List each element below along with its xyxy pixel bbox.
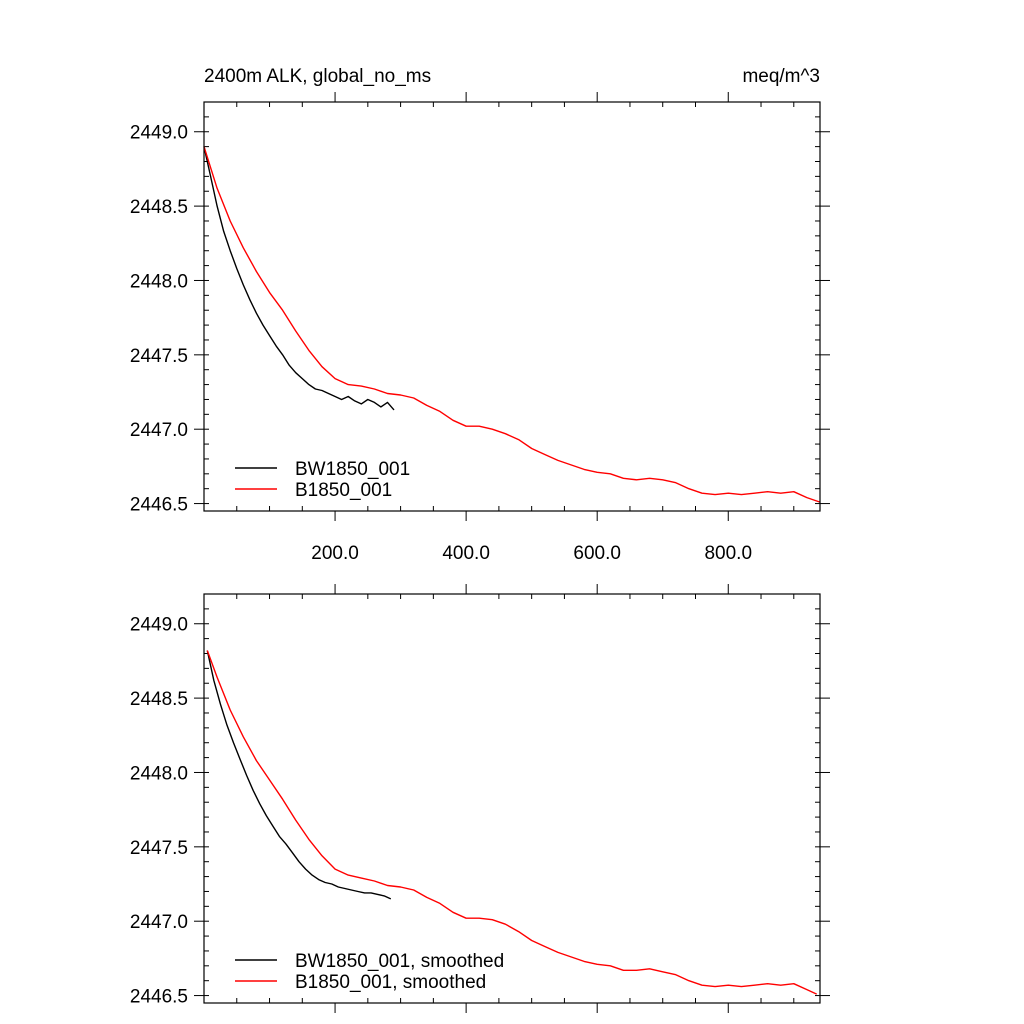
panel-title: 2400m ALK, global_no_ms	[204, 66, 431, 87]
legend-label: B1850_001, smoothed	[295, 972, 486, 993]
top-panel: 2400m ALK, global_no_ms meq/m^3 200.0 400…	[130, 66, 830, 564]
legend-label: BW1850_001, smoothed	[295, 951, 504, 972]
x-tick-label: 600.0	[573, 543, 621, 564]
y-tick-label: 2448.0	[130, 271, 188, 292]
legend-label: BW1850_001	[295, 459, 410, 480]
y-tick-label: 2447.0	[130, 420, 188, 441]
units-label: meq/m^3	[742, 66, 820, 87]
series-line-bw1850-001	[203, 146, 395, 411]
y-tick-label: 2446.5	[130, 987, 188, 1008]
series-line-b1850-001	[203, 146, 821, 503]
x-tick-label: 200.0	[311, 543, 359, 564]
plot-frame-smoothed	[203, 593, 821, 1004]
y-tick-label: 2446.5	[130, 495, 188, 516]
y-tick-label: 2448.5	[130, 689, 188, 710]
y-tick-label: 2447.5	[130, 346, 188, 367]
y-tick-label: 2448.5	[130, 197, 188, 218]
x-tick-label: 400.0	[442, 543, 490, 564]
y-tick-label: 2449.0	[130, 615, 188, 636]
series-line-bw1850-001-smoothed	[206, 650, 392, 900]
y-tick-label: 2447.0	[130, 912, 188, 933]
legend-label: B1850_001	[295, 480, 392, 501]
y-tick-label: 2448.0	[130, 763, 188, 784]
plot-frame	[203, 101, 821, 512]
x-tick-label: 800.0	[704, 543, 752, 564]
series-line-b1850-001-smoothed	[206, 650, 817, 995]
y-tick-label: 2447.5	[130, 838, 188, 859]
bottom-panel: 2446.5 2447.0 2447.5 2448.0 2448.5 2449.0 BW1…	[130, 584, 830, 1013]
y-tick-label: 2449.0	[130, 123, 188, 144]
